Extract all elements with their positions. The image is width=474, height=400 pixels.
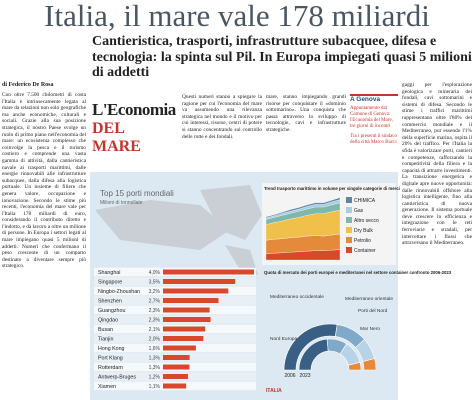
port-share: 2,1% [149,327,161,333]
legend-swatch [346,247,352,253]
bar [163,383,187,389]
port-name: Singapore [98,280,122,286]
ring-label: 2023 [299,373,310,379]
port-share: 2,3% [149,308,161,314]
port-name: Busan [98,327,113,333]
bar [163,374,188,379]
port-share: 2,3% [149,318,161,324]
logo: L'Economia DEL MARE [92,100,176,155]
bar [163,364,190,370]
legend-swatch [346,207,352,213]
bar [163,288,229,294]
sidebar: A Genova Appuntamento dal Comune di Geno… [350,94,398,206]
legend-label: Gas [354,208,364,214]
sidebar-title: A Genova [350,96,381,103]
legend-label: Petrolio [354,238,371,244]
port-share: 3,5% [149,280,161,286]
land [225,245,258,275]
chart-subtitle: Milioni di tonnellate [100,200,143,206]
port-name: Tianjin [98,337,113,343]
bar [163,298,219,303]
subtitle: Cantieristica, trasporti, infrastrutture… [92,34,472,80]
chart-title: Quota di mercato dei porti europei e med… [264,270,452,275]
land [200,185,262,240]
port-share: 2,7% [149,299,161,305]
port-share: 4,0% [149,270,161,276]
port-share: 2,0% [149,337,161,343]
logo-main: DEL MARE [92,120,141,155]
segment [348,361,362,371]
port-name: Qingdao [98,318,118,324]
port-share: 1,6% [149,346,161,352]
region-label: Mar Nero [360,326,380,332]
port-name: Shanghai [98,270,120,276]
legend-swatch [346,217,352,223]
legend-label: CHIMICA [354,198,376,204]
legend-label: Altro secco [354,218,379,224]
port-share: 1,1% [149,384,161,390]
sidebar-item: Appuntamento dal Comune di Genova: l'Eco… [350,106,393,129]
column: Questi numeri stanno a spiegare la ragio… [182,94,262,140]
legend-swatch [346,197,352,203]
bar [163,355,190,360]
port-name: Xiamen [98,384,116,390]
bar [163,317,211,322]
segment [362,358,377,371]
bar [163,345,196,351]
port-share: 1,3% [149,365,161,371]
label: ITALIA [266,388,282,394]
port-name: Ningbo-Zhoushan [98,289,140,295]
bar [163,336,204,341]
region-label: Mediterraneo orientale [345,296,393,302]
column: mare, stanno impiegando grandi risorse p… [266,94,346,133]
bar [163,279,236,284]
logo-pre: L'Economia [92,100,176,119]
legend-label: Dry Bulk [354,228,373,234]
port-name: Port Klang [98,356,123,362]
label: Porti del Nord [358,308,388,314]
column: Con oltre 7.500 chilometri di costa l'It… [2,92,86,270]
ring-label: 2006 [284,373,295,379]
region-label: Mediterraneo occidentale [270,294,324,300]
column: gaggi per l'esplorazione geologica e min… [402,82,472,247]
port-share: 1,2% [149,375,161,381]
port-share: 3,2% [149,289,161,295]
port-share: 1,3% [149,356,161,362]
area [265,197,341,219]
chart-title: Trend trasporto marittimo in volume per … [264,186,400,191]
port-name: Hong Kong [98,346,125,352]
chart-title: Top 15 porti mondiali [100,189,174,198]
sidebar-item: Tra i presenti il sindaco della città Ma… [350,134,398,145]
headline: Italia, il mare vale 178 miliardi [44,0,430,33]
legend-swatch [346,237,352,243]
port-name: Antwerp-Bruges [98,375,136,381]
bar [163,326,206,332]
region-label: Nord Europa [270,336,298,342]
port-name: Guangzhou [98,308,125,314]
byline: di Federico De Rosa [2,82,54,88]
legend-label: Container [354,248,376,254]
land [95,200,230,250]
bar [163,307,210,313]
port-name: Rotterdam [98,365,123,371]
port-name: Shenzhen [98,299,122,305]
bar [163,269,255,275]
legend-swatch [346,227,352,233]
